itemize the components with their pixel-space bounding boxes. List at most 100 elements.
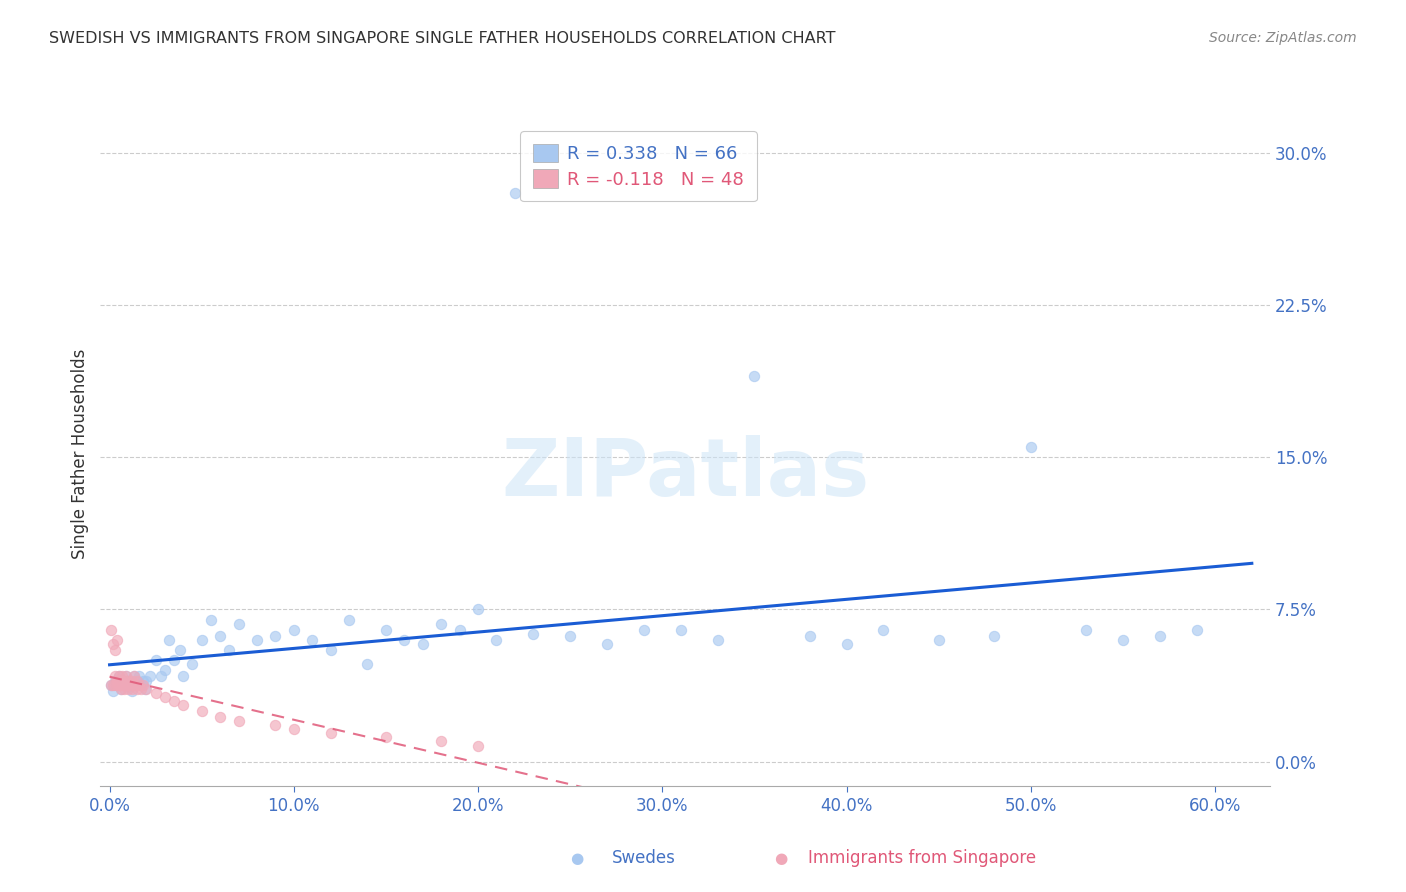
Point	[121, 683, 143, 698]
Point	[107, 677, 129, 691]
Text: Immigrants from Singapore: Immigrants from Singapore	[808, 849, 1036, 867]
Point	[301, 632, 323, 647]
Point	[172, 698, 194, 712]
Point	[110, 677, 132, 691]
Point	[117, 673, 139, 688]
Point	[122, 677, 145, 691]
Point	[104, 643, 127, 657]
Point	[105, 673, 128, 688]
Point	[153, 690, 176, 704]
Point	[128, 677, 150, 691]
Point	[117, 681, 139, 696]
Point	[121, 681, 143, 696]
Text: ●: ●	[569, 851, 583, 865]
Point	[744, 368, 766, 383]
Point	[163, 653, 186, 667]
Legend: R = 0.338   N = 66, R = -0.118   N = 48: R = 0.338 N = 66, R = -0.118 N = 48	[520, 131, 756, 202]
Point	[122, 669, 145, 683]
Point	[112, 681, 135, 696]
Point	[374, 623, 396, 637]
Point	[145, 653, 167, 667]
Point	[264, 629, 287, 643]
Point	[246, 632, 269, 647]
Point	[107, 669, 129, 683]
Point	[103, 637, 125, 651]
Point	[118, 673, 141, 688]
Point	[150, 669, 173, 683]
Point	[319, 643, 342, 657]
Point	[100, 677, 122, 691]
Point	[157, 632, 180, 647]
Point	[356, 657, 378, 672]
Text: SWEDISH VS IMMIGRANTS FROM SINGAPORE SINGLE FATHER HOUSEHOLDS CORRELATION CHART: SWEDISH VS IMMIGRANTS FROM SINGAPORE SIN…	[49, 31, 835, 46]
Point	[107, 669, 129, 683]
Point	[127, 681, 149, 696]
Point	[467, 739, 489, 753]
Point	[127, 673, 149, 688]
Point	[669, 623, 692, 637]
Point	[412, 637, 434, 651]
Point	[560, 629, 582, 643]
Point	[112, 677, 135, 691]
Point	[117, 680, 139, 694]
Point	[209, 629, 232, 643]
Point	[132, 677, 155, 691]
Point	[1074, 623, 1097, 637]
Point	[218, 643, 240, 657]
Point	[110, 681, 132, 696]
Point	[100, 677, 122, 691]
Point	[190, 632, 212, 647]
Point	[139, 669, 162, 683]
Point	[394, 632, 416, 647]
Point	[100, 623, 122, 637]
Point	[228, 714, 250, 728]
Y-axis label: Single Father Households: Single Father Households	[72, 349, 89, 559]
Point	[129, 681, 152, 696]
Point	[200, 613, 222, 627]
Point	[132, 673, 155, 688]
Point	[872, 623, 894, 637]
Point	[124, 677, 146, 691]
Point	[118, 677, 141, 691]
Point	[228, 616, 250, 631]
Point	[122, 669, 145, 683]
Point	[633, 623, 655, 637]
Point	[111, 673, 134, 688]
Point	[145, 686, 167, 700]
Text: ●: ●	[773, 851, 787, 865]
Point	[190, 704, 212, 718]
Point	[430, 734, 453, 748]
Point	[104, 673, 127, 688]
Point	[1185, 623, 1208, 637]
Point	[134, 681, 156, 696]
Point	[1019, 440, 1042, 454]
Point	[485, 632, 508, 647]
Point	[169, 643, 191, 657]
Point	[337, 613, 360, 627]
Point	[127, 673, 149, 688]
Point	[115, 669, 138, 683]
Point	[172, 669, 194, 683]
Point	[105, 677, 128, 691]
Point	[209, 710, 232, 724]
Point	[128, 669, 150, 683]
Text: Source: ZipAtlas.com: Source: ZipAtlas.com	[1209, 31, 1357, 45]
Point	[112, 673, 135, 688]
Point	[110, 673, 132, 688]
Point	[283, 623, 305, 637]
Point	[835, 637, 858, 651]
Point	[596, 637, 619, 651]
Point	[129, 677, 152, 691]
Point	[110, 681, 132, 696]
Text: ZIPatlas: ZIPatlas	[501, 435, 869, 513]
Point	[135, 681, 157, 696]
Point	[163, 694, 186, 708]
Point	[319, 726, 342, 740]
Point	[283, 723, 305, 737]
Point	[111, 669, 134, 683]
Point	[115, 669, 138, 683]
Point	[115, 677, 138, 691]
Point	[153, 664, 176, 678]
Point	[706, 632, 728, 647]
Point	[1112, 632, 1135, 647]
